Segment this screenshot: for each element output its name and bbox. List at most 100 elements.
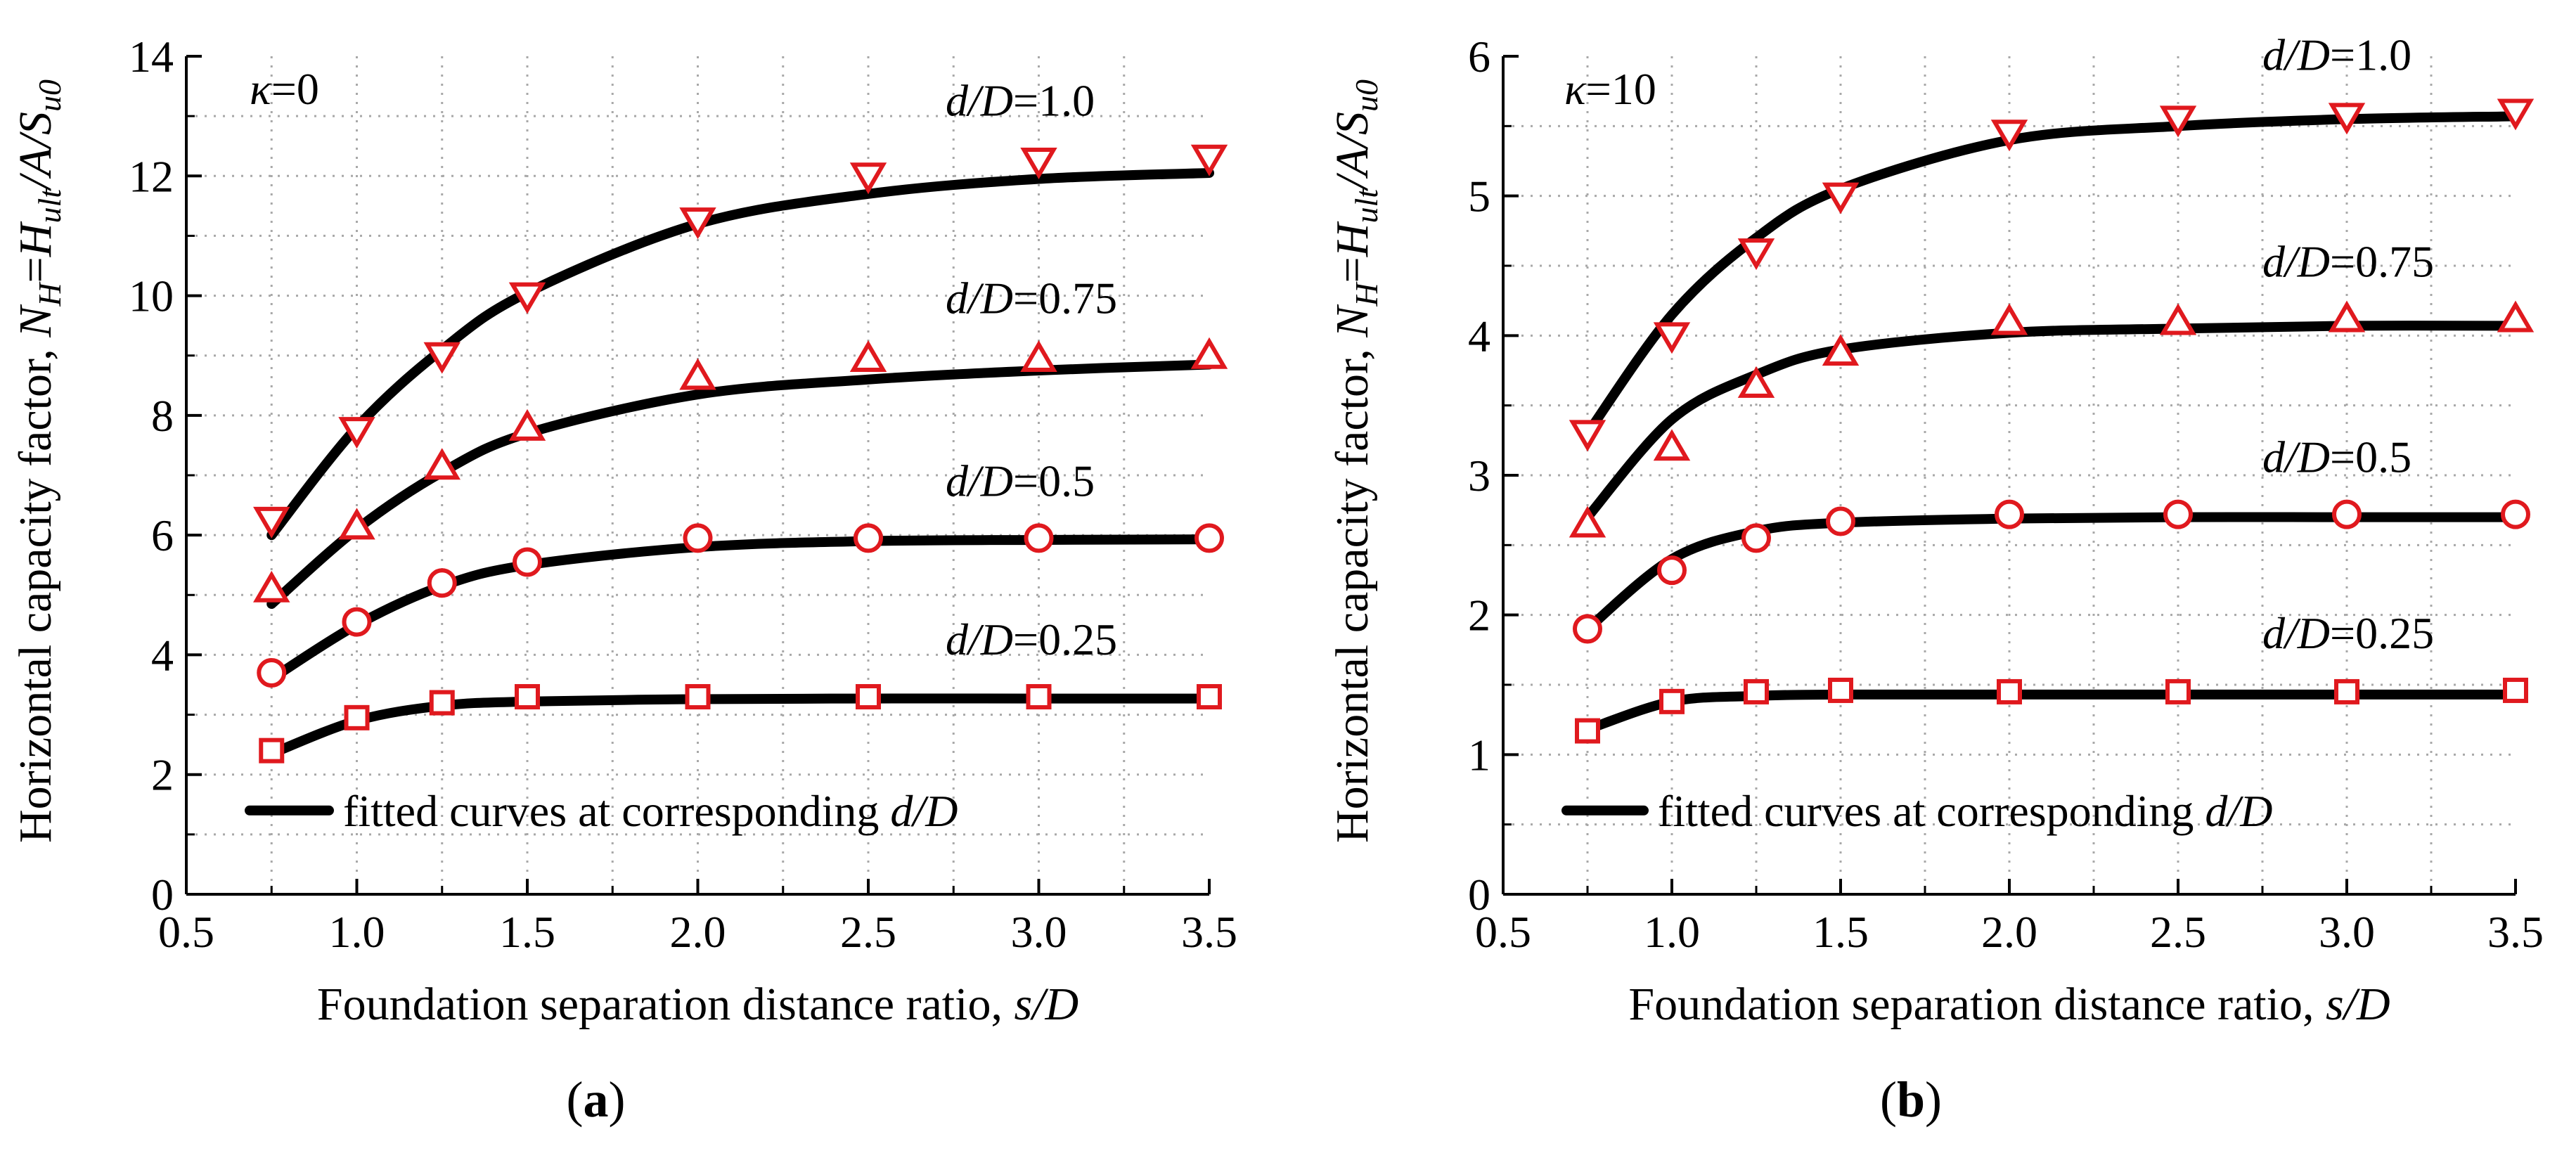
data-point-circle [2332, 499, 2362, 529]
data-point-circle [854, 523, 883, 553]
bold-part: b [1897, 1071, 1925, 1128]
legend-label: fitted curves at corresponding d/D [343, 786, 958, 836]
data-point-triangle-up [508, 408, 546, 441]
data-point-triangle-up [849, 340, 887, 372]
series-circle: d/D=0.5 [1573, 432, 2530, 644]
x-tick-label: 0.5 [1475, 907, 1531, 957]
data-point-triangle-down [2159, 105, 2197, 138]
series-triangle-down: d/D=1.0 [253, 76, 1228, 541]
data-point-circle [1657, 555, 1687, 586]
italic-part: A [10, 148, 61, 179]
subscript: ult [32, 188, 67, 224]
x-tick-label: 1.5 [1812, 907, 1869, 957]
x-tick-label: 2.5 [2150, 907, 2206, 957]
data-point-triangle-down [1822, 182, 1860, 214]
x-tick-label: 3.5 [2487, 907, 2544, 957]
text-part: =10 [1586, 64, 1656, 114]
data-point-square [856, 684, 881, 710]
fitted-curve [266, 168, 1214, 541]
y-tick-label: 4 [1468, 311, 1490, 361]
italic-part: S [10, 112, 61, 135]
y-axis-title: Horizontal capacity factor, NH=Hult/A/Su… [10, 79, 67, 843]
data-point-square [259, 737, 285, 764]
italic-part: S [1327, 112, 1378, 135]
series-triangle-up: d/D=0.75 [1569, 236, 2535, 538]
data-point-circle [2501, 499, 2530, 529]
data-point-circle [1194, 523, 1224, 553]
data-point-square [1659, 688, 1685, 714]
italic-part: d/D [946, 456, 1013, 505]
text-part: Foundation separation distance ratio, [1628, 979, 2326, 1030]
series-label: d/D=0.5 [946, 456, 1095, 505]
data-point-square [2165, 678, 2191, 704]
y-tick-label: 1 [1468, 730, 1490, 780]
data-point-circle [2163, 499, 2193, 529]
data-point-square [685, 684, 711, 710]
series-label: d/D=0.25 [2262, 608, 2434, 658]
y-tick-label: 10 [129, 271, 174, 321]
data-point-triangle-down [253, 506, 290, 539]
x-tick-label: 3.5 [1181, 907, 1237, 957]
x-axis-title: Foundation separation distance ratio, s/… [1628, 979, 2390, 1030]
fitted-curve [1583, 321, 2520, 522]
italic-part: d/D [890, 786, 958, 836]
data-point-circle [342, 607, 372, 637]
panel-label: (a) [567, 1071, 626, 1128]
x-tick-label: 2.0 [1981, 907, 2037, 957]
italic-part: H [1327, 221, 1378, 257]
y-tick-label: 4 [151, 630, 174, 680]
data-point-triangle-up [1653, 429, 1691, 461]
text-part: fitted curves at corresponding [343, 786, 890, 836]
y-tick-label: 6 [151, 510, 174, 560]
italic-part: d/D [946, 614, 1013, 664]
data-point-circle [427, 568, 457, 598]
text-part: =0 [271, 64, 319, 114]
legend: fitted curves at corresponding d/D [1561, 786, 2272, 836]
data-point-triangle-up [338, 508, 375, 540]
data-point-square [515, 684, 540, 710]
series-label: d/D=0.75 [2262, 236, 2434, 286]
data-point-square [1828, 677, 1853, 703]
data-point-triangle-up [1190, 337, 1228, 369]
data-point-circle [1573, 614, 1602, 644]
data-point-square [1197, 684, 1222, 710]
series-triangle-up: d/D=0.75 [253, 273, 1228, 610]
text-part: Horizontal capacity factor, [1327, 337, 1378, 843]
x-tick-label: 3.0 [1011, 907, 1067, 957]
data-point-triangle-down [1653, 322, 1691, 354]
italic-part: κ [250, 64, 272, 114]
data-point-triangle-down [1190, 144, 1228, 176]
series-square: d/D=0.25 [1575, 608, 2528, 744]
data-point-circle [1024, 523, 1054, 553]
legend: fitted curves at corresponding d/D [245, 786, 958, 836]
data-point-square [344, 704, 370, 730]
data-point-square [1026, 684, 1052, 710]
chart-panel-a: 0.5 1.0 1.5 2.0 2.5 3.0 3.5 0 2 4 6 8 10 12 14 Foundati… [10, 32, 1237, 1128]
data-point-triangle-down [849, 162, 887, 195]
y-tick-label: 2 [1468, 591, 1490, 640]
italic-part: d/D [2262, 30, 2330, 79]
data-point-triangle-up [423, 448, 461, 480]
bold-part: a [584, 1071, 609, 1128]
text-part: = [10, 257, 61, 283]
data-point-circle [1826, 506, 1855, 536]
y-tick-label: 0 [1468, 870, 1490, 920]
text-part: = [1327, 257, 1378, 283]
fitted-curve [266, 693, 1214, 759]
y-tick-label: 8 [151, 391, 174, 441]
italic-part: N [10, 304, 61, 338]
x-tick-label: 1.0 [329, 907, 385, 957]
data-point-triangle-up [679, 358, 716, 390]
text-part: ) [1925, 1071, 1942, 1128]
data-point-triangle-down [1737, 238, 1775, 271]
data-point-triangle-up [1990, 303, 2028, 335]
series-label: d/D=0.25 [946, 614, 1117, 664]
y-axis-title: Horizontal capacity factor, NH=Hult/A/Su… [1327, 79, 1384, 843]
data-point-triangle-down [2497, 98, 2535, 131]
italic-part: s/D [1014, 979, 1078, 1030]
data-point-circle [683, 523, 713, 553]
chart-panel-b: 0.5 1.0 1.5 2.0 2.5 3.0 3.5 0 1 2 3 4 5 6 Foundation s… [1327, 30, 2544, 1128]
text-part: =1.0 [2330, 30, 2411, 79]
y-tick-label: 0 [151, 870, 174, 920]
text-part: ( [567, 1071, 584, 1128]
